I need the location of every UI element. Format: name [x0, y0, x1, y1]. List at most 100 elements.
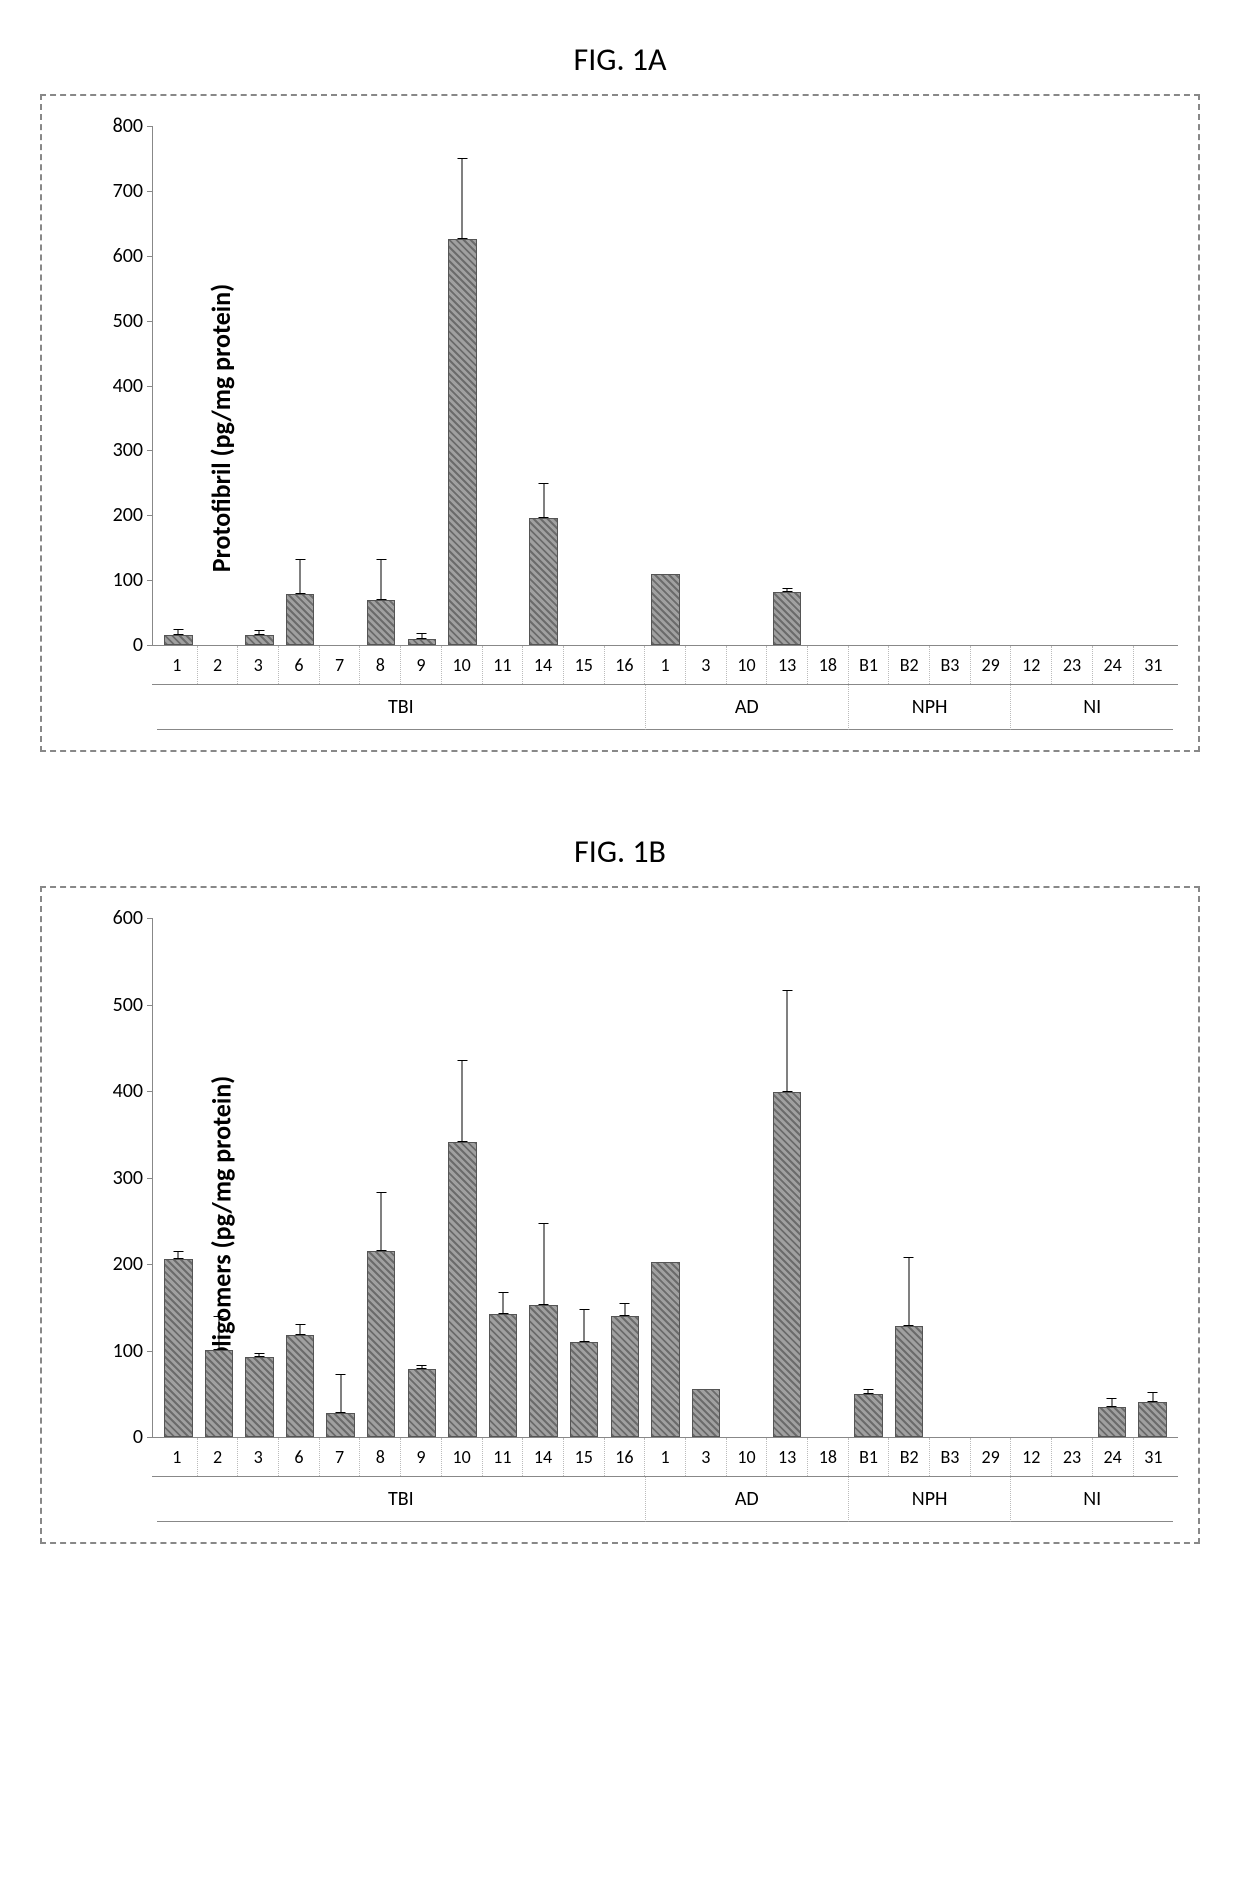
x-tick: 29 — [970, 1438, 1011, 1476]
x-tick: 6 — [278, 646, 319, 684]
x-tick: 1 — [644, 646, 685, 684]
y-tick: 200 — [113, 503, 143, 527]
group-label: NI — [1010, 1477, 1173, 1522]
error-bar — [259, 630, 260, 635]
x-tick: 12 — [1010, 646, 1051, 684]
x-tick: 29 — [970, 646, 1011, 684]
x-tick: 1 — [157, 1438, 197, 1476]
y-tick: 0 — [133, 1425, 143, 1449]
bar — [692, 1389, 720, 1437]
bar — [164, 1259, 192, 1437]
bar — [448, 1142, 476, 1437]
bar-slot — [808, 918, 849, 1437]
bar-slot — [726, 126, 767, 645]
bar-slot — [199, 126, 240, 645]
bar-slot — [280, 918, 321, 1437]
y-tick: 100 — [113, 1339, 143, 1363]
x-tick: 11 — [482, 646, 523, 684]
group-row: TBIADNPHNI — [152, 685, 1178, 730]
x-tick: 7 — [319, 1438, 360, 1476]
bar-slot — [199, 918, 240, 1437]
x-axis: 1236789101114151613101318B1B2B3291223243… — [152, 646, 1178, 685]
y-tick: 200 — [113, 1252, 143, 1276]
bar — [164, 635, 192, 645]
x-tick: 13 — [766, 646, 807, 684]
error-bar — [908, 1257, 909, 1326]
bar — [773, 592, 801, 645]
bar-slot — [158, 918, 199, 1437]
error-bar — [868, 1389, 869, 1393]
x-tick: 23 — [1051, 1438, 1092, 1476]
x-tick: 15 — [563, 1438, 604, 1476]
error-bar — [584, 1309, 585, 1342]
bar — [529, 518, 557, 645]
bar-slot — [1010, 126, 1051, 645]
y-tick: 100 — [113, 568, 143, 592]
error-bar — [340, 1374, 341, 1413]
error-bar — [543, 483, 544, 519]
x-tick: B3 — [929, 646, 970, 684]
x-tick: 16 — [604, 646, 645, 684]
error-bar — [503, 1292, 504, 1314]
bar-slot — [361, 918, 402, 1437]
y-tick: 300 — [113, 438, 143, 462]
bar — [245, 635, 273, 645]
group-label: AD — [645, 685, 848, 730]
bar-slot — [767, 126, 808, 645]
bar-slot — [889, 918, 930, 1437]
bar-slot — [280, 126, 321, 645]
chart: Protofibril (pg/mg protein) 010020030040… — [152, 126, 1178, 730]
x-tick: 3 — [685, 1438, 726, 1476]
bar-slot — [1132, 918, 1173, 1437]
bar-slot — [686, 126, 727, 645]
x-tick: 14 — [522, 646, 563, 684]
error-bar — [381, 559, 382, 599]
x-tick: 24 — [1092, 1438, 1133, 1476]
bar-slot — [686, 918, 727, 1437]
bar-slot — [645, 918, 686, 1437]
y-tick: 600 — [113, 244, 143, 268]
bar — [286, 594, 314, 645]
y-tick: 500 — [113, 309, 143, 333]
error-bar — [178, 629, 179, 636]
x-tick: B1 — [848, 1438, 889, 1476]
x-tick: B1 — [848, 646, 889, 684]
bar-slot — [1092, 918, 1133, 1437]
bar — [408, 1369, 436, 1437]
x-tick: 8 — [359, 646, 400, 684]
y-tick: 600 — [113, 906, 143, 930]
group-label: NI — [1010, 685, 1173, 730]
chart-frame: Oligomers (pg/mg protein) 01002003004005… — [40, 886, 1200, 1544]
y-tick: 300 — [113, 1166, 143, 1190]
bar-slot — [158, 126, 199, 645]
x-tick: 3 — [237, 1438, 278, 1476]
x-tick: 18 — [807, 1438, 848, 1476]
bar-slot — [605, 918, 646, 1437]
bar — [773, 1092, 801, 1437]
error-bar — [787, 990, 788, 1092]
error-bar — [178, 1251, 179, 1260]
bar-slot — [564, 126, 605, 645]
bar — [367, 1251, 395, 1437]
error-bar — [462, 158, 463, 239]
x-tick: 8 — [359, 1438, 400, 1476]
bar-slot — [239, 126, 280, 645]
x-tick: 10 — [441, 646, 482, 684]
x-tick: 2 — [197, 646, 238, 684]
group-label: AD — [645, 1477, 848, 1522]
bar-slot — [1010, 918, 1051, 1437]
bar-slot — [1092, 126, 1133, 645]
error-bar — [421, 1365, 422, 1369]
error-bar — [381, 1192, 382, 1251]
bar — [1138, 1402, 1166, 1437]
group-label: NPH — [848, 1477, 1011, 1522]
error-bar — [1152, 1392, 1153, 1402]
x-tick: 7 — [319, 646, 360, 684]
bar-slot — [605, 126, 646, 645]
bar-slot — [564, 918, 605, 1437]
error-bar — [543, 1223, 544, 1305]
x-tick: 31 — [1133, 1438, 1174, 1476]
bars-container — [153, 918, 1178, 1437]
x-tick: 18 — [807, 646, 848, 684]
x-tick: B3 — [929, 1438, 970, 1476]
